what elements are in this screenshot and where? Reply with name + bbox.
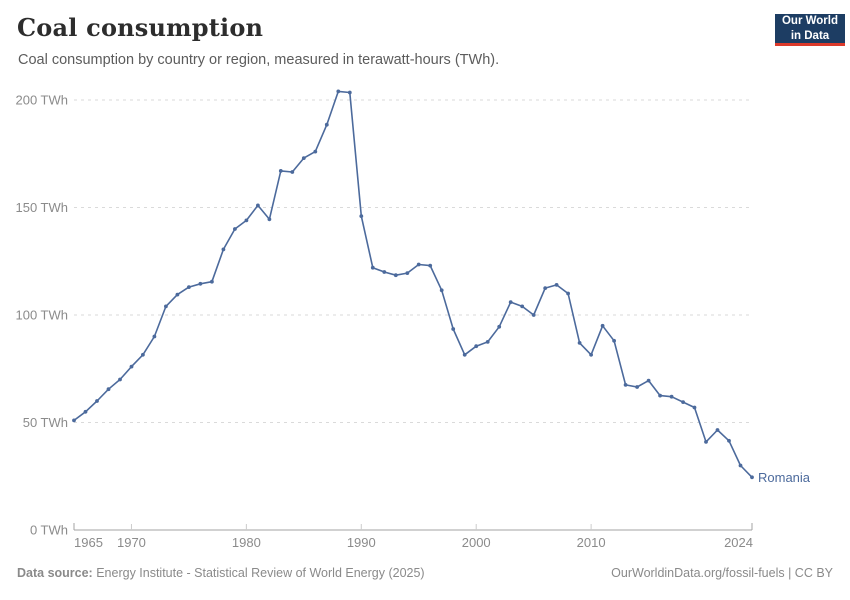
data-point[interactable] <box>462 352 467 357</box>
data-source-label: Data source: <box>17 566 93 580</box>
data-point[interactable] <box>439 288 444 293</box>
x-axis-tick-label: 2000 <box>462 535 491 550</box>
data-point[interactable] <box>290 170 295 174</box>
data-point[interactable] <box>83 409 88 414</box>
y-axis-tick-label: 50 TWh <box>23 415 68 430</box>
data-point[interactable] <box>301 156 306 161</box>
data-point[interactable] <box>359 214 364 219</box>
data-point[interactable] <box>405 271 410 275</box>
data-point[interactable] <box>324 122 329 127</box>
owid-logo[interactable]: Our World in Data <box>775 14 845 46</box>
data-point[interactable] <box>267 217 272 222</box>
data-point[interactable] <box>278 169 283 173</box>
data-point[interactable] <box>336 89 341 94</box>
data-point[interactable] <box>738 463 743 468</box>
data-point[interactable] <box>520 304 525 309</box>
data-point[interactable] <box>566 291 570 296</box>
footer-license-link[interactable]: OurWorldinData.org/fossil-fuels | CC BY <box>611 566 833 580</box>
data-point[interactable] <box>715 428 720 432</box>
data-point[interactable] <box>681 400 685 404</box>
data-point[interactable] <box>313 149 318 154</box>
page-title: Coal consumption <box>17 13 264 42</box>
data-point[interactable] <box>175 292 180 297</box>
y-axis-tick-label: 0 TWh <box>30 523 68 538</box>
x-axis-tick-label: 2010 <box>577 535 606 550</box>
data-point[interactable] <box>577 341 582 345</box>
data-point[interactable] <box>508 300 513 304</box>
data-point[interactable] <box>152 334 157 339</box>
data-point[interactable] <box>704 440 708 444</box>
data-point[interactable] <box>129 364 134 369</box>
data-point[interactable] <box>692 405 697 410</box>
data-point[interactable] <box>233 227 237 231</box>
series-line <box>73 90 753 478</box>
data-point[interactable] <box>531 313 536 317</box>
data-point[interactable] <box>187 285 191 289</box>
owid-logo-line2: in Data <box>790 29 830 42</box>
owid-logo-line1: Our World <box>781 15 838 28</box>
series-end-label[interactable]: Romania <box>758 470 811 485</box>
y-axis-tick-label: 200 TWh <box>15 93 68 108</box>
chart-footer: Data source: Energy Institute - Statisti… <box>0 566 850 580</box>
x-axis-tick-label: 1970 <box>117 535 146 550</box>
data-point[interactable] <box>393 273 398 278</box>
data-point[interactable] <box>106 387 111 392</box>
y-axis-tick-label: 150 TWh <box>15 200 68 215</box>
data-point[interactable] <box>600 323 605 328</box>
page-subtitle: Coal consumption by country or region, m… <box>18 52 500 68</box>
data-point[interactable] <box>382 270 387 274</box>
x-axis-tick-label: 2024 <box>724 535 753 550</box>
data-point[interactable] <box>589 352 593 357</box>
data-point[interactable] <box>646 378 651 383</box>
data-point[interactable] <box>750 475 754 480</box>
data-point[interactable] <box>95 399 99 403</box>
data-point[interactable] <box>612 338 616 343</box>
data-point[interactable] <box>164 304 168 309</box>
data-point[interactable] <box>451 327 456 331</box>
data-point[interactable] <box>727 438 731 443</box>
data-point[interactable] <box>497 324 502 329</box>
y-axis-tick-label: 100 TWh <box>15 308 68 323</box>
data-point[interactable] <box>416 262 421 267</box>
data-point[interactable] <box>72 418 76 423</box>
x-axis-tick-label: 1980 <box>232 535 261 550</box>
data-point[interactable] <box>370 265 375 270</box>
data-point[interactable] <box>221 247 226 252</box>
x-axis-tick-label: 1965 <box>74 535 103 550</box>
x-axis-tick-label: 1990 <box>347 535 376 550</box>
data-point[interactable] <box>141 352 145 357</box>
data-point[interactable] <box>635 385 639 389</box>
data-point[interactable] <box>474 344 479 349</box>
data-point[interactable] <box>623 383 628 387</box>
data-point[interactable] <box>118 377 122 382</box>
data-point[interactable] <box>244 218 249 223</box>
data-point[interactable] <box>428 263 433 268</box>
data-point[interactable] <box>543 286 548 290</box>
data-point[interactable] <box>256 203 260 208</box>
data-point[interactable] <box>198 281 203 286</box>
data-point[interactable] <box>554 283 559 287</box>
data-point[interactable] <box>669 394 674 399</box>
data-source-text: Energy Institute - Statistical Review of… <box>92 566 425 580</box>
data-point[interactable] <box>347 90 352 95</box>
data-point[interactable] <box>210 279 214 284</box>
data-source-note: Data source: Energy Institute - Statisti… <box>17 566 425 580</box>
data-point[interactable] <box>485 340 490 344</box>
data-point[interactable] <box>658 393 662 398</box>
